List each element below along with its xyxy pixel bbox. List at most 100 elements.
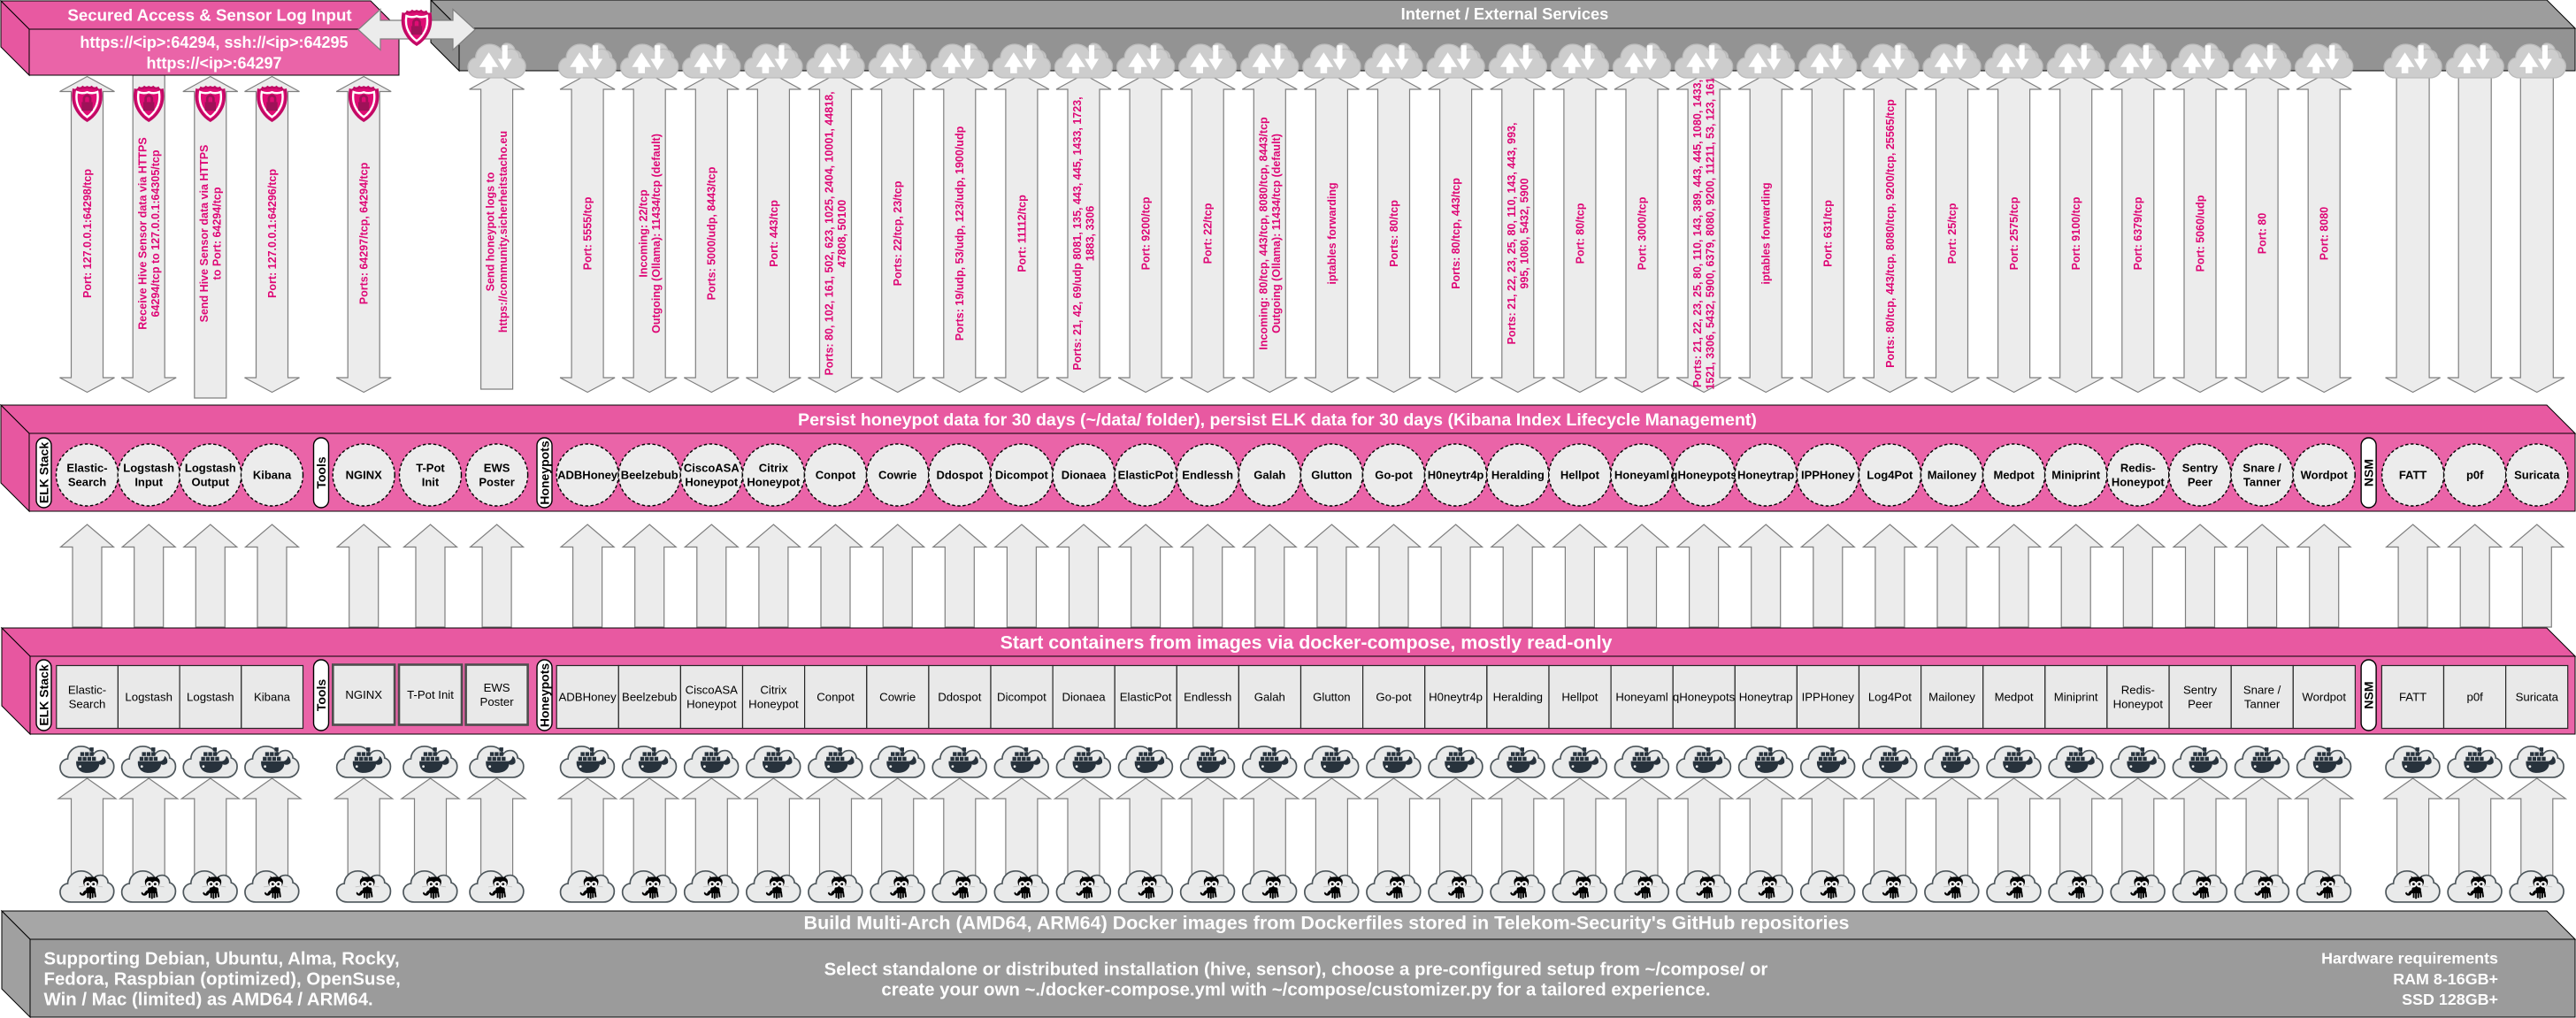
svg-text:Heralding: Heralding — [1491, 469, 1545, 482]
svg-text:Galah: Galah — [1254, 469, 1285, 482]
svg-text:ELK Stack: ELK Stack — [36, 664, 50, 725]
svg-text:Secured Access & Sensor Log In: Secured Access & Sensor Log Input — [67, 6, 351, 25]
svg-text:Logstash: Logstash — [187, 691, 234, 704]
svg-text:Build Multi-Arch (AMD64, ARM64: Build Multi-Arch (AMD64, ARM64) Docker i… — [804, 913, 1850, 934]
svg-text:Endlessh: Endlessh — [1184, 691, 1231, 704]
svg-text:NSM: NSM — [2362, 681, 2376, 708]
svg-text:Init: Init — [422, 476, 440, 489]
svg-text:Beelzebub: Beelzebub — [622, 691, 677, 704]
svg-text:Send honeypot logs to: Send honeypot logs to — [485, 172, 497, 291]
svg-text:ElasticPot: ElasticPot — [1120, 691, 1172, 704]
svg-text:Poster: Poster — [479, 476, 514, 489]
svg-text:Ports: 64297/tcp, 64294/tcp: Ports: 64297/tcp, 64294/tcp — [358, 162, 371, 304]
svg-text:https://<ip>:64297: https://<ip>:64297 — [146, 55, 281, 73]
svg-text:Peer: Peer — [2188, 476, 2212, 489]
svg-text:Honeyaml: Honeyaml — [1614, 469, 1669, 482]
svg-text:Honeypot: Honeypot — [2113, 698, 2164, 711]
svg-text:Ports: 21, 22, 23, 25, 80, 110: Ports: 21, 22, 23, 25, 80, 110, 143, 389… — [1691, 80, 1704, 387]
svg-text:Honeypot: Honeypot — [748, 698, 799, 711]
svg-text:995, 1080, 5432, 5900: 995, 1080, 5432, 5900 — [1518, 178, 1530, 288]
svg-text:Port: 80/tcp: Port: 80/tcp — [1574, 203, 1586, 264]
svg-text:Ports: 80/tcp, 443/tcp: Ports: 80/tcp, 443/tcp — [1450, 178, 1462, 289]
svg-text:Endlessh: Endlessh — [1182, 469, 1233, 482]
svg-text:Start containers from images v: Start containers from images via docker-… — [1000, 632, 1613, 654]
svg-text:Ports: 5000/udp, 8443/tcp: Ports: 5000/udp, 8443/tcp — [706, 166, 718, 300]
svg-text:Go-pot: Go-pot — [1375, 469, 1413, 482]
svg-text:Glutton: Glutton — [1313, 691, 1351, 704]
svg-text:Log4Pot: Log4Pot — [1867, 469, 1913, 482]
svg-text:Honeypot: Honeypot — [2112, 476, 2166, 489]
svg-text:Sentry: Sentry — [2183, 684, 2218, 697]
svg-text:1883, 3306: 1883, 3306 — [1085, 206, 1097, 262]
svg-text:Logstash: Logstash — [185, 462, 236, 475]
svg-text:Suricata: Suricata — [2516, 691, 2559, 704]
svg-text:47808, 50100: 47808, 50100 — [836, 200, 848, 268]
svg-text:Input: Input — [134, 476, 163, 489]
svg-text:Mailoney: Mailoney — [1928, 469, 1977, 482]
svg-text:Port: 443/tcp: Port: 443/tcp — [768, 200, 780, 267]
svg-text:Conpot: Conpot — [816, 469, 856, 482]
svg-text:Wordpot: Wordpot — [2302, 691, 2346, 704]
svg-text:64294/tcp to 127.0.0.1:64305/t: 64294/tcp to 127.0.0.1:64305/tcp — [150, 149, 162, 317]
svg-text:Ports: 21, 22, 23, 25, 80, 110: Ports: 21, 22, 23, 25, 80, 110, 143, 443… — [1506, 123, 1518, 345]
svg-text:qHoneypots: qHoneypots — [1673, 691, 1736, 704]
svg-text:Select standalone or distribut: Select standalone or distributed install… — [824, 961, 1768, 980]
svg-text:Honeytrap: Honeytrap — [1739, 691, 1793, 704]
svg-text:Port: 2575/tcp: Port: 2575/tcp — [2008, 196, 2020, 270]
svg-text:1521, 3306, 5432, 5900, 6379,: 1521, 3306, 5432, 5900, 6379, 8080, 9200… — [1705, 77, 1717, 389]
svg-text:Port: 5555/tcp: Port: 5555/tcp — [582, 196, 594, 270]
svg-text:Honeytrap: Honeytrap — [1737, 469, 1794, 482]
svg-text:FATT: FATT — [2399, 469, 2427, 482]
svg-text:Glutton: Glutton — [1311, 469, 1352, 482]
svg-text:Port: 9100/tcp: Port: 9100/tcp — [2070, 196, 2082, 270]
svg-text:Citrix: Citrix — [759, 462, 789, 475]
svg-text:Fedora, Raspbian (optimized),: Fedora, Raspbian (optimized), OpenSuse, — [44, 970, 401, 990]
svg-text:IPPHoney: IPPHoney — [1801, 469, 1855, 482]
svg-text:Internet / External Services: Internet / External Services — [1401, 4, 1609, 23]
svg-text:Galah: Galah — [1254, 691, 1285, 704]
svg-text:Outgoing (Ollama): 11434/tcp (: Outgoing (Ollama): 11434/tcp (default) — [1270, 134, 1283, 333]
svg-text:Dionaea: Dionaea — [1062, 691, 1106, 704]
svg-text:qHoneypots: qHoneypots — [1671, 469, 1737, 482]
svg-text:T-Pot Init: T-Pot Init — [407, 688, 454, 701]
svg-text:Port: 11112/tcp: Port: 11112/tcp — [1016, 195, 1028, 272]
svg-text:create your own ~./docker-comp: create your own ~./docker-compose.yml wi… — [881, 981, 1710, 1000]
svg-text:Outgoing (Ollama): 11434/tcp (: Outgoing (Ollama): 11434/tcp (default) — [650, 134, 663, 333]
svg-text:ElasticPot: ElasticPot — [1118, 469, 1175, 482]
svg-text:Tools: Tools — [314, 456, 328, 489]
svg-text:Honeypots: Honeypots — [537, 440, 551, 505]
svg-text:Redis-: Redis- — [2120, 462, 2156, 475]
svg-text:Supporting Debian, Ubuntu, Alm: Supporting Debian, Ubuntu, Alma, Rocky, — [44, 950, 400, 969]
svg-text:Search: Search — [69, 698, 106, 711]
svg-text:Ports: 19/udp, 53/udp, 123/udp: Ports: 19/udp, 53/udp, 123/udp, 1900/udp — [954, 126, 966, 341]
svg-text:ADBHoney: ADBHoney — [557, 469, 618, 482]
svg-text:Honeypot: Honeypot — [685, 476, 739, 489]
svg-text:Ports: 80/tcp, 443/tcp, 8080/t: Ports: 80/tcp, 443/tcp, 8080/tcp, 9200/t… — [1884, 99, 1897, 368]
svg-text:Redis-: Redis- — [2121, 684, 2155, 697]
svg-text:Incoming: 80/tcp, 443/tcp, 808: Incoming: 80/tcp, 443/tcp, 8080/tcp, 844… — [1257, 117, 1269, 350]
svg-text:Miniprint: Miniprint — [2051, 469, 2101, 482]
svg-text:Port: 3000/tcp: Port: 3000/tcp — [1636, 196, 1648, 270]
svg-text:Tanner: Tanner — [2244, 698, 2281, 711]
svg-text:Port: 127.0.0.1:64298/tcp: Port: 127.0.0.1:64298/tcp — [81, 169, 94, 298]
svg-text:Kibana: Kibana — [253, 469, 292, 482]
svg-text:Medpot: Medpot — [1993, 469, 2035, 482]
svg-text:Elastic-: Elastic- — [68, 684, 106, 697]
svg-text:Kibana: Kibana — [254, 691, 291, 704]
svg-text:EWS: EWS — [484, 462, 510, 475]
svg-text:NGINX: NGINX — [346, 469, 383, 482]
svg-text:Honeypot: Honeypot — [686, 698, 737, 711]
svg-text:Poster: Poster — [480, 695, 515, 708]
svg-text:ADBHoney: ADBHoney — [558, 691, 617, 704]
svg-text:Port: 8080: Port: 8080 — [2319, 207, 2331, 260]
svg-text:p0f: p0f — [2466, 469, 2484, 482]
svg-text:Ports: 22/tcp, 23/tcp: Ports: 22/tcp, 23/tcp — [892, 180, 904, 286]
svg-text:Ddospot: Ddospot — [938, 691, 981, 704]
svg-text:Snare /: Snare / — [2243, 684, 2281, 697]
svg-text:Honeyaml: Honeyaml — [1615, 691, 1668, 704]
svg-text:Port: 127.0.0.1:64296/tcp: Port: 127.0.0.1:64296/tcp — [266, 169, 279, 298]
svg-text:Logstash: Logstash — [125, 691, 172, 704]
svg-text:NSM: NSM — [2362, 459, 2376, 486]
svg-text:Mailoney: Mailoney — [1928, 691, 1975, 704]
svg-text:Incoming: 22/tcp: Incoming: 22/tcp — [637, 189, 649, 278]
